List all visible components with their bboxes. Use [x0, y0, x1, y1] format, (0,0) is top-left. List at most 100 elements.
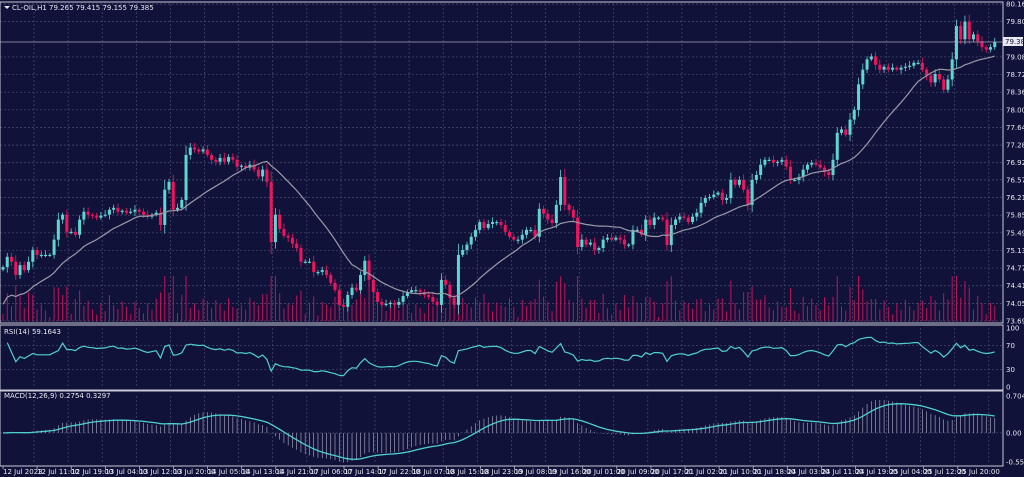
- time-tick-label: 19 Jul 16:00: [549, 468, 591, 476]
- macd-tick-label: -0.5539: [1006, 459, 1024, 467]
- candle-body: [818, 164, 822, 168]
- candle-body: [503, 224, 507, 232]
- candle-body: [99, 215, 103, 218]
- candle-body: [861, 69, 865, 85]
- moving-average-line: [2, 55, 995, 305]
- candle-body: [571, 209, 575, 218]
- time-tick-label: 17 Jul 22:00: [378, 468, 420, 476]
- candle-body: [141, 211, 145, 215]
- candle-body: [320, 270, 324, 273]
- candle-body: [771, 159, 775, 163]
- candle-body: [473, 229, 477, 237]
- candle-body: [256, 169, 260, 177]
- candle-body: [107, 209, 111, 215]
- candle-body: [988, 47, 992, 50]
- candle-body: [925, 69, 929, 76]
- panel-frame: [0, 324, 1004, 391]
- rsi-line: [6, 336, 995, 377]
- candle-body: [644, 219, 648, 235]
- time-tick-label: 25 Jul 12:00: [924, 468, 966, 476]
- candle-body: [533, 229, 537, 237]
- candle-body: [103, 214, 107, 216]
- candle-body: [65, 214, 69, 232]
- candle-body: [729, 179, 733, 199]
- candle-body: [495, 222, 499, 224]
- candle-body: [444, 279, 448, 285]
- candle-body: [231, 156, 235, 160]
- candle-body: [56, 219, 60, 240]
- candle-body: [780, 159, 784, 162]
- candle-body: [295, 243, 299, 248]
- price-tick-label: 79.080: [1006, 53, 1024, 61]
- candle-body: [631, 229, 635, 245]
- time-tick-label: 24 Jul 11:00: [821, 468, 863, 476]
- candle-body: [656, 217, 660, 219]
- candle-body: [299, 247, 303, 262]
- candle-body: [401, 296, 405, 302]
- candle-body: [90, 214, 94, 216]
- candle-body: [959, 26, 963, 40]
- candle-body: [627, 244, 631, 246]
- candle-body: [805, 164, 809, 170]
- time-tick-label: 21 Jul 10:00: [719, 468, 761, 476]
- candle-body: [916, 62, 920, 64]
- candle-body: [678, 216, 682, 220]
- candle-body: [520, 234, 524, 240]
- price-tick-label: 76.920: [1006, 159, 1024, 167]
- candle-body: [899, 67, 903, 70]
- candle-body: [414, 290, 418, 292]
- price-tick-label: 80.160: [1006, 1, 1024, 9]
- candle-body: [78, 219, 82, 235]
- candle-body: [465, 244, 469, 250]
- candle-body: [278, 214, 282, 229]
- candle-body: [129, 211, 133, 213]
- candle-body: [567, 204, 571, 210]
- candle-body: [865, 59, 869, 70]
- candle-body: [384, 303, 388, 306]
- candle-body: [456, 254, 460, 305]
- candle-body: [550, 219, 554, 224]
- macd-histogram: [6, 399, 996, 463]
- candle-body: [686, 217, 690, 223]
- candle-body: [814, 162, 818, 165]
- candle-body: [695, 212, 699, 217]
- candle-body: [367, 260, 371, 280]
- candle-body: [980, 41, 984, 48]
- candle-body: [652, 217, 656, 225]
- time-tick-label: 21 Jul 18:00: [753, 468, 795, 476]
- candle-body: [822, 167, 826, 173]
- time-tick-label: 19 Jul 08:00: [515, 468, 557, 476]
- candle-body: [61, 214, 65, 220]
- candle-body: [648, 219, 652, 225]
- candle-body: [303, 261, 307, 263]
- candle-body: [265, 169, 269, 182]
- candle-body: [35, 249, 39, 255]
- candle-body: [852, 109, 856, 120]
- candle-body: [708, 197, 712, 199]
- candle-body: [214, 159, 218, 162]
- candle-body: [942, 79, 946, 90]
- candle-body: [176, 207, 180, 210]
- candle-body: [903, 66, 907, 68]
- candle-body: [593, 242, 597, 250]
- candle-body: [622, 239, 626, 245]
- candle-body: [359, 274, 363, 291]
- price-tick-label: 74.050: [1006, 300, 1024, 308]
- candle-body: [516, 239, 520, 241]
- candle-body: [235, 159, 239, 167]
- candle-body: [674, 219, 678, 225]
- candle-body: [282, 228, 286, 236]
- candle-body: [418, 290, 422, 293]
- candle-body: [469, 236, 473, 245]
- candle-body: [490, 222, 494, 224]
- rsi-tick-label: 30: [1006, 366, 1015, 374]
- triangle-down-icon[interactable]: [4, 6, 10, 9]
- candle-body: [929, 75, 933, 83]
- price-tick-label: 77.640: [1006, 124, 1024, 132]
- candle-body: [73, 231, 77, 235]
- price-tick-label: 74.770: [1006, 265, 1024, 273]
- candle-body: [439, 279, 443, 305]
- candle-body: [405, 292, 409, 297]
